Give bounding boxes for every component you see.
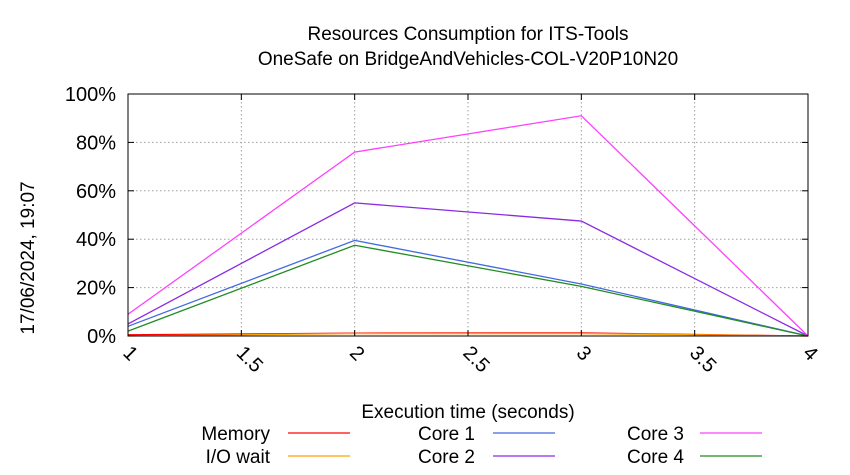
x-tick-label: 4 [798, 342, 821, 365]
x-tick-label: 1.5 [232, 342, 267, 377]
series-line-core-4 [127, 244, 809, 337]
chart-subtitle: OneSafe on BridgeAndVehicles-COL-V20P10N… [258, 49, 678, 70]
x-tick-label: 3.5 [685, 342, 720, 377]
legend-label-i-o-wait: I/O wait [206, 447, 271, 468]
y-tick-label: 40% [76, 229, 116, 251]
timestamp-label: 17/06/2024, 19:07 [18, 181, 39, 334]
legend-label-memory: Memory [201, 424, 270, 445]
legend-label-core-1: Core 1 [418, 424, 475, 445]
x-tick-label: 2 [345, 342, 368, 365]
y-tick-label: 0% [87, 326, 116, 348]
x-tick-label: 2.5 [458, 342, 493, 377]
chart-title: Resources Consumption for ITS-Tools [307, 24, 628, 45]
x-axis-label: Execution time (seconds) [361, 402, 574, 423]
series-line-core-3 [127, 115, 809, 337]
y-tick-label: 100% [65, 84, 116, 106]
x-tick-label: 1 [118, 342, 141, 365]
y-tick-label: 60% [76, 181, 116, 203]
plot-frame [127, 93, 809, 337]
y-tick-label: 20% [76, 278, 116, 300]
series-line-core-1 [127, 239, 809, 337]
y-tick-label: 80% [76, 132, 116, 154]
legend-label-core-4: Core 4 [627, 447, 684, 468]
legend-label-core-3: Core 3 [627, 424, 684, 445]
grid-layer [128, 94, 808, 336]
series-line-core-2 [127, 202, 809, 337]
legend-label-core-2: Core 2 [418, 447, 475, 468]
x-tick-label: 3 [572, 342, 595, 365]
